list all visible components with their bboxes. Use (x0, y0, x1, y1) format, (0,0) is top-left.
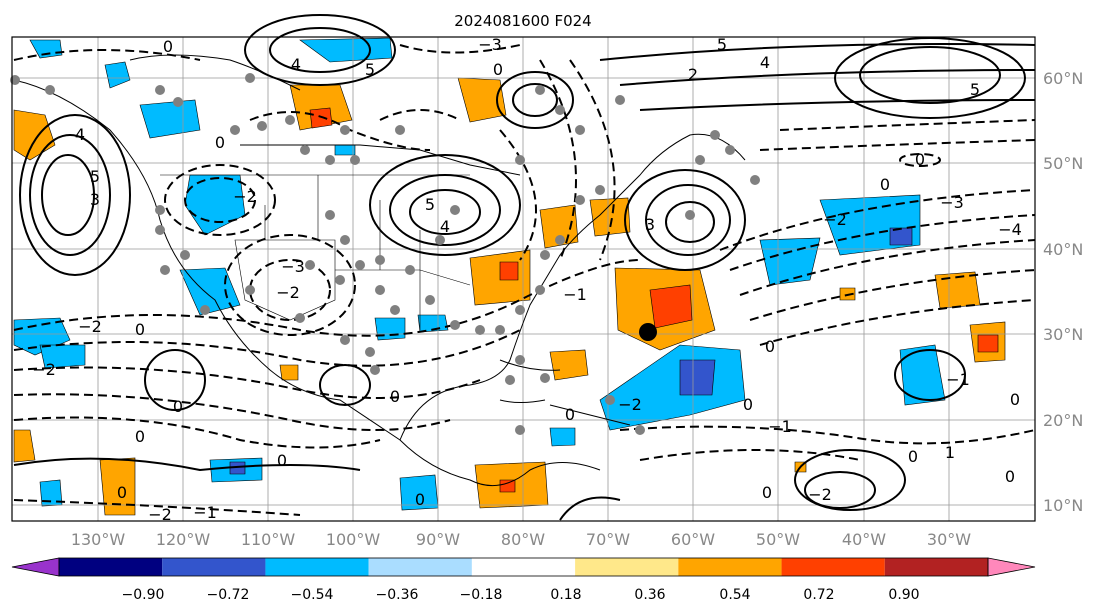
observation-markers (10, 73, 760, 435)
svg-text:1: 1 (945, 443, 955, 462)
colorbar-tick: 0.54 (719, 587, 750, 603)
svg-text:0: 0 (908, 447, 918, 466)
lon-label-60w: 60°W (671, 530, 715, 549)
svg-text:0: 0 (135, 320, 145, 339)
svg-text:0: 0 (277, 451, 287, 470)
svg-text:−1: −1 (946, 370, 970, 389)
colorbar-segment (162, 558, 266, 576)
colorbar-segment (265, 558, 369, 576)
svg-text:−2: −2 (78, 317, 102, 336)
svg-text:0: 0 (1010, 390, 1020, 409)
svg-text:0: 0 (880, 175, 890, 194)
map-title: 2024081600 F024 (454, 12, 591, 30)
svg-text:0: 0 (565, 405, 575, 424)
svg-text:−2: −2 (618, 395, 642, 414)
dashed-contours (13, 44, 1036, 516)
lon-label-40w: 40°W (842, 530, 886, 549)
lon-label-70w: 70°W (586, 530, 630, 549)
colorbar-tick-labels: −0.90 −0.72 −0.54 −0.36 −0.18 0.18 0.36 … (122, 587, 920, 603)
svg-text:5: 5 (425, 195, 435, 214)
svg-text:5: 5 (90, 167, 100, 186)
contour-labels: 0 5 4 3 5 4 −2 5 4 3 5 4 2 5 0 0 −3 −4 −… (32, 35, 1022, 524)
svg-text:4: 4 (440, 217, 450, 236)
svg-text:−2: −2 (276, 283, 300, 302)
colorbar-segment (368, 558, 472, 576)
lon-label-110w: 110°W (241, 530, 296, 549)
colorbar-tick: 0.72 (803, 587, 834, 603)
colorbar-segment (471, 558, 576, 576)
svg-text:−4: −4 (998, 220, 1022, 239)
svg-text:−3: −3 (478, 35, 502, 54)
svg-text:5: 5 (365, 60, 375, 79)
lat-label-50: 50°N (1043, 154, 1083, 173)
svg-text:−3: −3 (281, 257, 305, 276)
svg-text:0: 0 (117, 483, 127, 502)
svg-text:4: 4 (291, 55, 301, 74)
colorbar-segment (884, 558, 988, 576)
svg-text:0: 0 (765, 337, 775, 356)
colorbar-segment (575, 558, 679, 576)
lon-label-30w: 30°W (927, 530, 971, 549)
colorbar-tick: −0.18 (460, 587, 503, 603)
svg-text:−2: −2 (808, 485, 832, 504)
colorbar-outline (58, 557, 989, 577)
svg-text:−3: −3 (940, 193, 964, 212)
svg-text:3: 3 (645, 215, 655, 234)
lon-label-130w: 130°W (71, 530, 126, 549)
svg-text:4: 4 (760, 53, 770, 72)
svg-text:5: 5 (970, 80, 980, 99)
lon-label-80w: 80°W (501, 530, 545, 549)
colorbar-tick: 0.18 (550, 587, 581, 603)
svg-text:0: 0 (762, 483, 772, 502)
longitude-labels: 130°W 120°W 110°W 100°W 90°W 80°W 70°W 6… (71, 530, 971, 549)
lon-label-90w: 90°W (416, 530, 460, 549)
svg-text:5: 5 (717, 35, 727, 54)
colorbar-extend-low (11, 557, 60, 577)
svg-text:0: 0 (415, 490, 425, 509)
colorbar-tick: −0.36 (376, 587, 419, 603)
svg-text:0: 0 (915, 150, 925, 169)
svg-text:0: 0 (215, 133, 225, 152)
colorbar-tick: −0.72 (207, 587, 250, 603)
svg-text:−1: −1 (563, 285, 587, 304)
svg-text:−1: −1 (193, 503, 217, 522)
svg-text:0: 0 (135, 427, 145, 446)
svg-text:−2: −2 (233, 187, 257, 206)
colorbar-tick: 0.36 (634, 587, 665, 603)
svg-text:−1: −1 (768, 417, 792, 436)
latitude-labels: 60°N 50°N 40°N 30°N 20°N 10°N (1043, 69, 1083, 515)
svg-text:−2: −2 (823, 210, 847, 229)
svg-text:−2: −2 (148, 505, 172, 524)
lat-label-40: 40°N (1043, 240, 1083, 259)
storm-center-marker (639, 323, 657, 341)
svg-text:−2: −2 (32, 360, 56, 379)
lon-label-50w: 50°W (756, 530, 800, 549)
map-panel: 0 5 4 3 5 4 −2 5 4 3 5 4 2 5 0 0 −3 −4 −… (10, 14, 1036, 524)
colorbar-tick: 0.90 (888, 587, 919, 603)
lat-label-30: 30°N (1043, 325, 1083, 344)
svg-text:0: 0 (1005, 467, 1015, 486)
svg-text:0: 0 (493, 60, 503, 79)
contours (13, 14, 1036, 521)
lat-label-20: 20°N (1043, 411, 1083, 430)
svg-text:0: 0 (390, 387, 400, 406)
colorbar-segment (59, 558, 163, 576)
lon-label-100w: 100°W (326, 530, 381, 549)
svg-text:0: 0 (173, 397, 183, 416)
colorbar-tick: −0.90 (122, 587, 165, 603)
colorbar-tick: −0.54 (291, 587, 334, 603)
colorbar-segment (781, 558, 885, 576)
lat-label-60: 60°N (1043, 69, 1083, 88)
svg-text:3: 3 (90, 190, 100, 209)
svg-text:0: 0 (163, 37, 173, 56)
colorbar-extend-high (987, 557, 1036, 577)
svg-text:4: 4 (75, 125, 85, 144)
svg-text:0: 0 (743, 395, 753, 414)
lat-label-10: 10°N (1043, 496, 1083, 515)
lon-label-120w: 120°W (156, 530, 211, 549)
colorbar-segment (678, 558, 782, 576)
colorbar (11, 557, 1036, 577)
svg-text:2: 2 (688, 65, 698, 84)
